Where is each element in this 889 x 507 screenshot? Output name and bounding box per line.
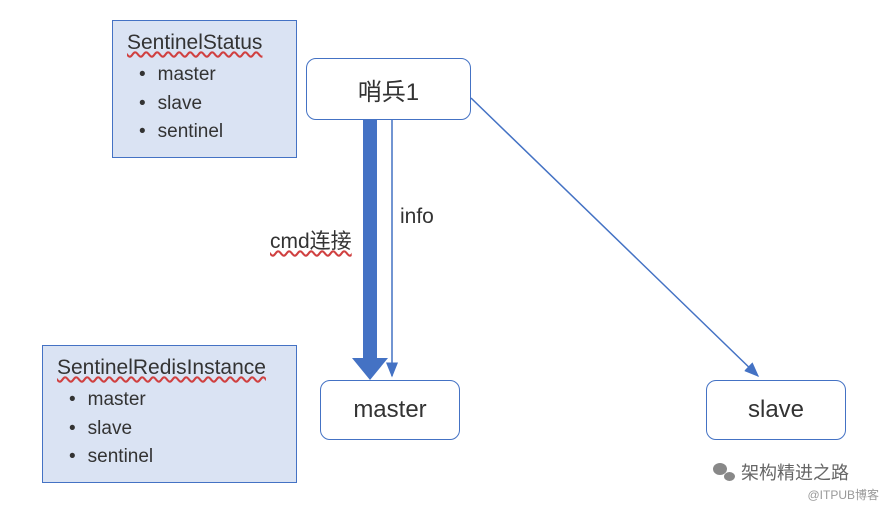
status-list: master slave sentinel (127, 61, 282, 147)
wechat-watermark: 架构精进之路 (713, 459, 849, 485)
cmd-label: cmd连接 (270, 225, 352, 255)
sentinel-status-box: SentinelStatus master slave sentinel (112, 20, 297, 158)
site-watermark: @ITPUB博客 (807, 486, 879, 503)
info-label: info (400, 205, 434, 229)
sentinel-instance-box: SentinelRedisInstance master slave senti… (42, 345, 297, 483)
slave-label: slave (748, 396, 804, 424)
sentinel-node: 哨兵1 (306, 58, 471, 120)
list-item: master (139, 61, 282, 90)
list-item: master (69, 386, 282, 415)
wechat-icon (713, 463, 735, 481)
master-node: master (320, 380, 460, 440)
list-item: slave (69, 415, 282, 444)
list-item: slave (139, 90, 282, 119)
wechat-text: 架构精进之路 (741, 459, 849, 485)
slave-node: slave (706, 380, 846, 440)
sentinel-label: 哨兵1 (358, 72, 419, 107)
slave-arrow (471, 98, 758, 376)
thick-arrow (352, 120, 388, 380)
master-label: master (353, 396, 426, 424)
list-item: sentinel (139, 118, 282, 147)
instance-title: SentinelRedisInstance (57, 356, 282, 380)
instance-list: master slave sentinel (57, 386, 282, 472)
status-title: SentinelStatus (127, 31, 282, 55)
list-item: sentinel (69, 443, 282, 472)
